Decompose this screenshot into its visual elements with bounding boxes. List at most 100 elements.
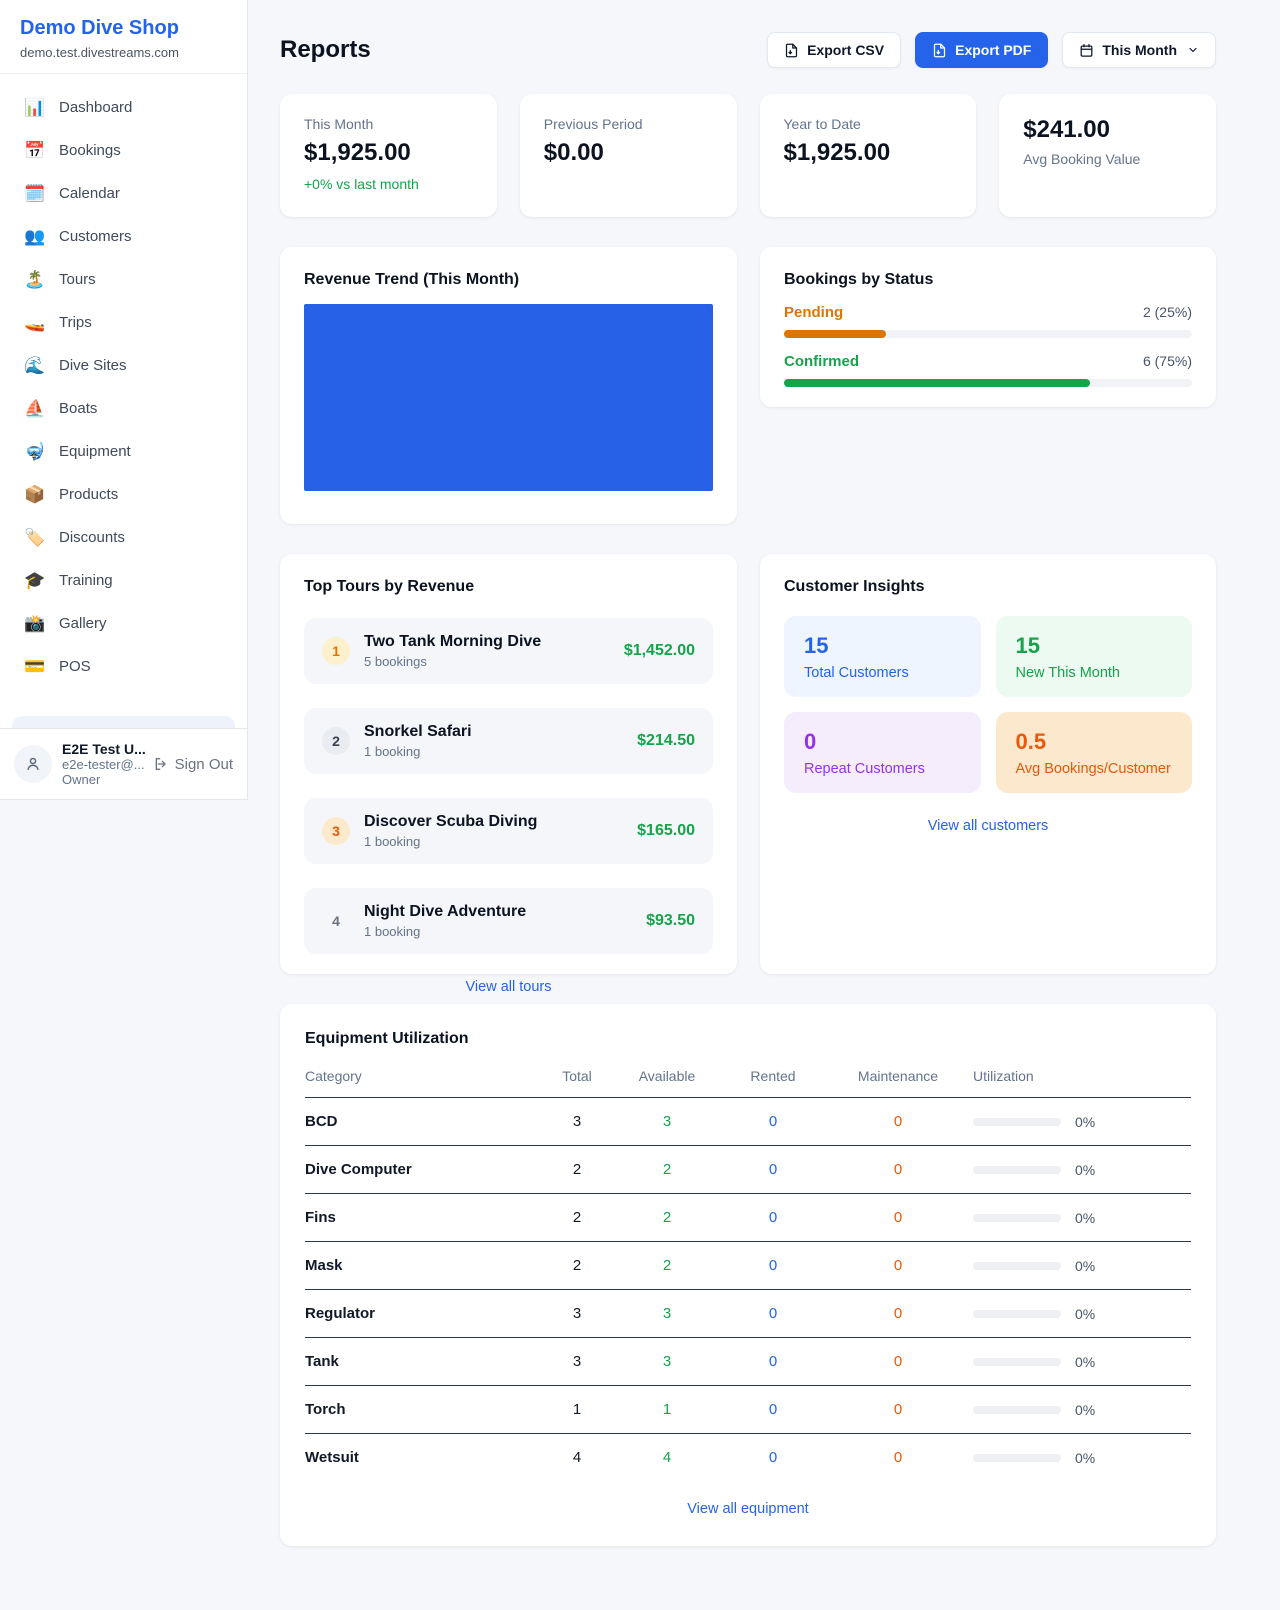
sidebar-item-pos[interactable]: 💳 POS xyxy=(24,657,91,676)
cell-maintenance: 0 xyxy=(823,1385,973,1434)
table-row: Wetsuit 4 4 0 0 0% xyxy=(305,1434,1191,1477)
insight-grid: 15 Total Customers 15 New This Month 0 R… xyxy=(784,616,1192,793)
tour-amount: $165.00 xyxy=(637,822,695,839)
sidebar-item-products[interactable]: 📦 Products xyxy=(24,485,119,504)
cell-rented: 0 xyxy=(723,1097,823,1146)
file-download-icon xyxy=(933,43,946,57)
utilization-bar-track xyxy=(973,1261,1061,1270)
status-bar-track xyxy=(784,330,1192,338)
cell-maintenance: 0 xyxy=(893,1449,903,1466)
boats-icon: ⛵ xyxy=(24,399,46,418)
sidebar-item-customers[interactable]: 👥 Customers xyxy=(24,227,132,246)
cell-available: 3 xyxy=(611,1097,723,1146)
equipment-table-header: Category Total Available Rented Maintena… xyxy=(305,1068,1191,1098)
export-pdf-button[interactable]: Export PDF xyxy=(915,32,1049,68)
calendar-icon: 🗓️ xyxy=(24,184,46,203)
export-csv-button[interactable]: Export CSV xyxy=(767,32,902,68)
cell-total: 3 xyxy=(543,1289,611,1338)
utilization-bar-track xyxy=(973,1453,1061,1462)
sidebar-item-active-partial[interactable] xyxy=(12,716,235,728)
cell-total: 3 xyxy=(543,1337,611,1386)
tour-amount: $214.50 xyxy=(637,732,695,749)
utilization-pct: 0% xyxy=(1075,1449,1096,1466)
sidebar-item-training[interactable]: 🎓 Training xyxy=(24,571,113,590)
sidebar-item-dive-sites[interactable]: 🌊 Dive Sites xyxy=(24,356,127,375)
view-all-customers-wrap: View all customers xyxy=(784,817,1192,835)
sidebar-item-gallery[interactable]: 📸 Gallery xyxy=(24,614,107,633)
sidebar-item-boats[interactable]: ⛵ Boats xyxy=(24,399,98,418)
insight-label: Repeat Customers xyxy=(804,761,925,777)
sign-out-button[interactable]: Sign Out xyxy=(153,756,233,773)
utilization-bar-track xyxy=(973,1405,1061,1414)
tour-rows: 1 Two Tank Morning Dive 5 bookings $1,45… xyxy=(304,618,713,954)
stat-card: This Month $1,925.00 +0% vs last month xyxy=(280,94,497,217)
stat-label: Avg Booking Value xyxy=(1023,151,1141,167)
user-meta: E2E Test U... e2e-tester@... Owner xyxy=(62,741,146,787)
cell-utilization: 0% xyxy=(973,1337,1191,1386)
period-dropdown[interactable]: This Month xyxy=(1062,32,1216,68)
sidebar-item-equipment[interactable]: 🤿 Equipment xyxy=(24,442,131,461)
tours-icon: 🏝️ xyxy=(24,270,46,289)
avatar xyxy=(14,745,52,783)
cell-rented: 0 xyxy=(723,1241,823,1290)
tour-meta: Two Tank Morning Dive 5 bookings xyxy=(364,633,610,669)
tour-amount: $93.50 xyxy=(646,912,695,929)
cell-maintenance: 0 xyxy=(823,1193,973,1242)
tour-amount: $1,452.00 xyxy=(623,642,695,659)
stats-row: This Month $1,925.00 +0% vs last month P… xyxy=(280,94,1216,217)
equipment-icon: 🤿 xyxy=(24,442,46,461)
insight-label: Avg Bookings/Customer xyxy=(1015,761,1171,777)
export-pdf-label: Export PDF xyxy=(955,42,1032,58)
cell-utilization: 0% xyxy=(973,1097,1191,1146)
insight-tile: 0 Repeat Customers xyxy=(784,712,981,793)
stat-value: $1,925.00 xyxy=(304,139,411,166)
cell-utilization: 0% xyxy=(973,1241,1191,1290)
sidebar-item-discounts[interactable]: 🏷️ Discounts xyxy=(24,528,125,547)
tour-row: 1 Two Tank Morning Dive 5 bookings $1,45… xyxy=(304,618,713,684)
cell-category: Tank xyxy=(305,1337,543,1386)
stat-card: Year to Date $1,925.00 xyxy=(759,94,977,217)
cell-rented: 0 xyxy=(723,1145,823,1194)
shop-domain: demo.test.divestreams.com xyxy=(20,45,179,60)
products-icon: 📦 xyxy=(24,485,46,504)
charts-row: Revenue Trend (This Month) Bookings by S… xyxy=(280,247,1216,524)
sidebar-item-bookings[interactable]: 📅 Bookings xyxy=(24,141,121,160)
utilization-bar-track xyxy=(973,1357,1061,1366)
cell-rented: 0 xyxy=(723,1385,823,1434)
cell-total: 2 xyxy=(543,1193,611,1242)
sidebar-item-tours[interactable]: 🏝️ Tours xyxy=(24,270,96,289)
revenue-trend-title: Revenue Trend (This Month) xyxy=(304,271,520,288)
sidebar: Demo Dive Shop demo.test.divestreams.com… xyxy=(0,0,248,800)
cell-rented: 0 xyxy=(723,1337,823,1386)
status-bar-fill xyxy=(784,330,886,338)
tour-name: Night Dive Adventure xyxy=(364,903,527,920)
cell-rented: 0 xyxy=(723,1193,823,1242)
view-all-tours-link[interactable]: View all tours xyxy=(465,979,552,995)
utilization-bar-track xyxy=(973,1309,1061,1318)
rank-badge: 1 xyxy=(322,637,350,665)
status-count: 6 (75%) xyxy=(1142,353,1192,369)
utilization-pct: 0% xyxy=(1075,1353,1096,1370)
stat-card: Previous Period $0.00 xyxy=(519,94,737,217)
view-all-customers-link[interactable]: View all customers xyxy=(927,818,1049,834)
cell-category: BCD xyxy=(305,1097,543,1146)
file-download-icon xyxy=(785,43,798,57)
cell-utilization: 0% xyxy=(973,1145,1191,1194)
insight-tile: 0.5 Avg Bookings/Customer xyxy=(995,712,1192,793)
cell-available: 4 xyxy=(662,1449,672,1466)
view-all-equipment-link[interactable]: View all equipment xyxy=(687,1501,809,1517)
cell-total: 3 xyxy=(543,1097,611,1146)
shop-name: Demo Dive Shop xyxy=(20,17,179,39)
tour-meta: Discover Scuba Diving 1 booking xyxy=(364,813,623,849)
sidebar-item-trips[interactable]: 🚤 Trips xyxy=(24,313,92,332)
bookings-by-status-title: Bookings by Status xyxy=(784,271,934,288)
utilization-pct: 0% xyxy=(1075,1401,1096,1418)
sidebar-item-calendar[interactable]: 🗓️ Calendar xyxy=(24,184,120,203)
cell-category: Regulator xyxy=(305,1289,543,1338)
col-category: Category xyxy=(305,1068,543,1098)
pos-icon: 💳 xyxy=(24,657,46,676)
cell-available: 2 xyxy=(611,1145,723,1194)
cell-available: 3 xyxy=(611,1289,723,1338)
cell-available: 2 xyxy=(611,1193,723,1242)
sidebar-item-dashboard[interactable]: 📊 Dashboard xyxy=(24,98,133,117)
